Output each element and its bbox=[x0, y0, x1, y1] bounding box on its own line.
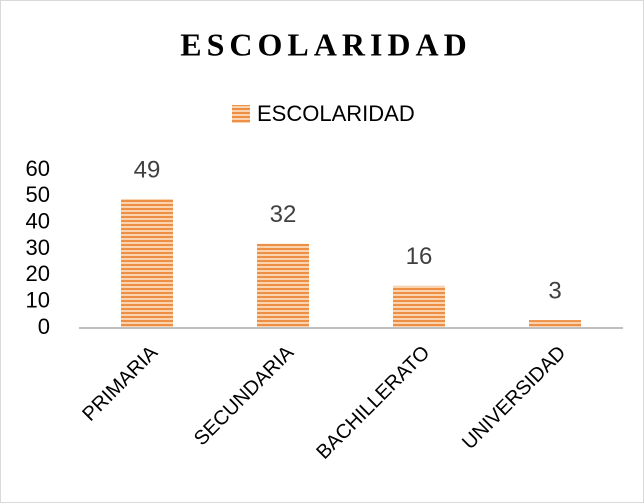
chart-title: ESCOLARIDAD bbox=[180, 26, 471, 62]
y-tick-label: 20 bbox=[26, 261, 50, 286]
legend-swatch bbox=[232, 105, 250, 123]
y-tick-label: 40 bbox=[26, 208, 50, 233]
y-tick-label: 60 bbox=[26, 156, 50, 181]
bar bbox=[393, 285, 445, 328]
data-label: 32 bbox=[270, 201, 297, 228]
bar bbox=[121, 198, 173, 328]
data-label: 16 bbox=[406, 243, 433, 270]
bar bbox=[257, 243, 309, 328]
y-tick-label: 10 bbox=[26, 287, 50, 312]
y-tick-label: 30 bbox=[26, 235, 50, 260]
y-tick-label: 0 bbox=[38, 314, 50, 339]
data-label: 3 bbox=[548, 277, 561, 304]
data-label: 49 bbox=[134, 156, 161, 183]
bar bbox=[529, 320, 581, 328]
legend-label: ESCOLARIDAD bbox=[257, 101, 415, 126]
y-tick-label: 50 bbox=[26, 182, 50, 207]
